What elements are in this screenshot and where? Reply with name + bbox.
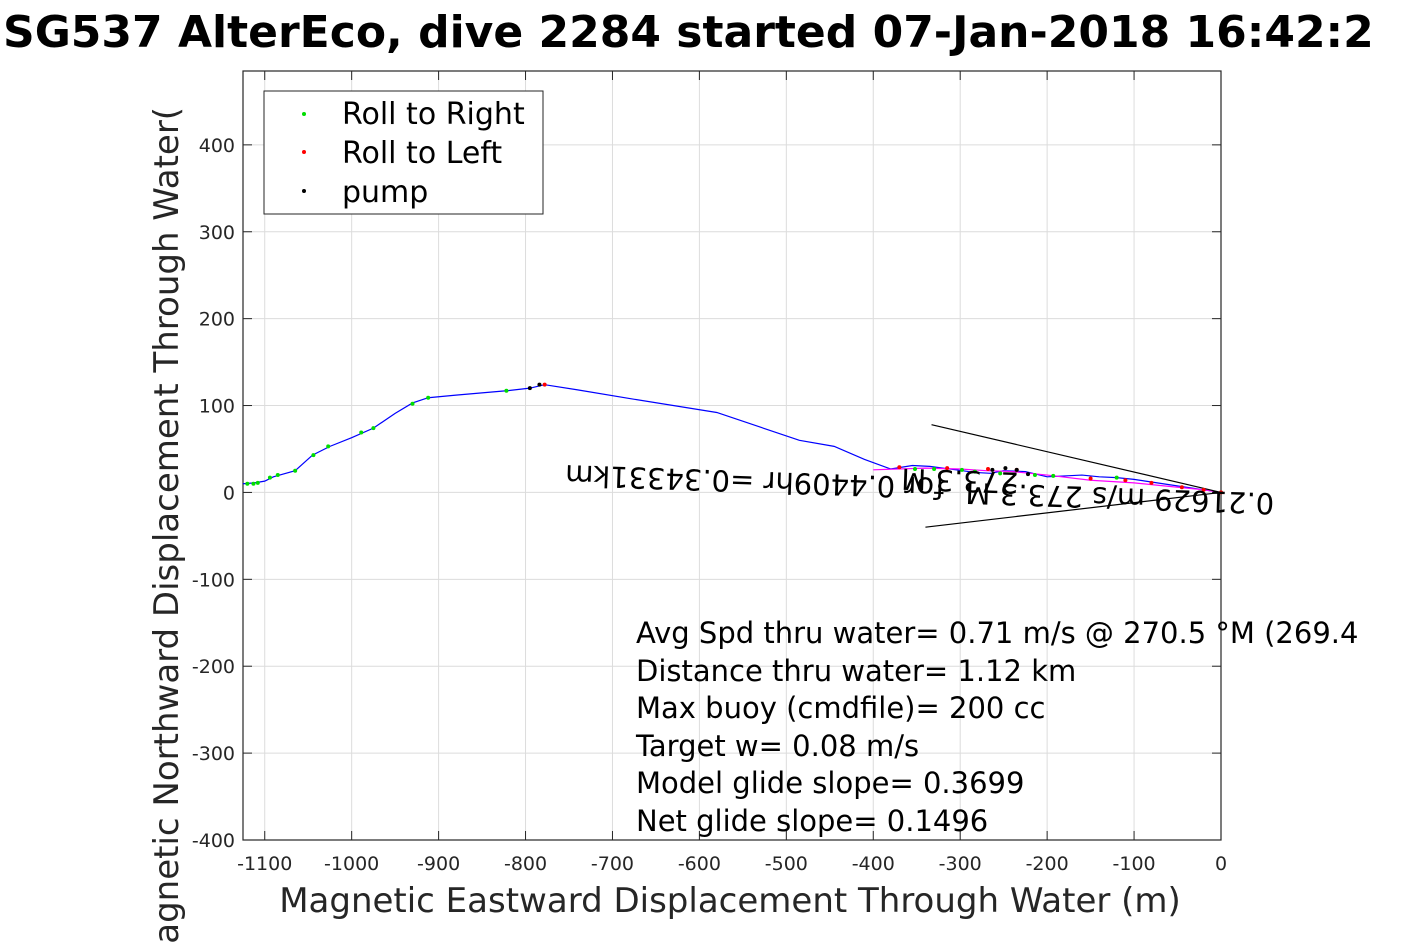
data-point [245,481,250,486]
y-axis-ticks: -400 -300 -200 -100 0 100 200 300 400 [192,135,1221,852]
stat-target-w: Target w= 0.08 m/s [635,729,919,763]
x-tick-label: -400 [852,853,895,875]
chart-title: SG537 AlterEco, dive 2284 started 07-Jan… [3,7,1374,58]
series-line [242,384,1222,494]
y-tick-label: -200 [192,656,235,678]
legend-label-roll-left: Roll to Left [342,136,502,171]
data-point [1026,472,1031,477]
data-point [959,467,964,472]
data-point [1014,467,1019,472]
data-point [371,426,376,431]
data-point [986,466,991,471]
data-point [527,386,532,391]
x-tick-label: -700 [591,853,634,875]
data-point [945,466,950,471]
data-point [1123,478,1128,483]
y-tick-label: -100 [192,569,235,591]
stat-max-buoy: Max buoy (cmdfile)= 200 cc [636,691,1045,725]
current-arrow-line [925,491,1222,528]
plot-frame [242,70,1222,841]
y-axis-label: Magnetic Northward Displacement Through … [147,107,187,945]
data-point [267,475,272,480]
x-tick-label: -300 [939,853,982,875]
data-point [504,388,509,393]
y-tick-label: -400 [192,830,235,852]
data-point [1003,466,1008,471]
legend-marker-roll-left [302,150,306,154]
y-tick-label: 0 [223,482,235,504]
stats-block: Avg Spd thru water= 0.71 m/s @ 270.5 °M … [635,616,1358,838]
stat-net-glide: Net glide slope= 0.1496 [636,804,988,838]
data-point [1032,473,1037,478]
data-point [1088,476,1093,481]
flipped-annotation: 273.3 M [901,462,1019,500]
data-point [998,471,1003,476]
x-tick-label: -800 [504,853,547,875]
x-tick-label: -1100 [237,853,292,875]
y-tick-label: 200 [199,309,235,331]
data-point [990,467,995,472]
legend-marker-roll-right [302,112,306,116]
stat-model-glide: Model glide slope= 0.3699 [636,766,1024,800]
current-arrow-line [931,424,1222,494]
data-point [1149,480,1154,485]
y-tick-label: 300 [199,222,235,244]
current-arrows [925,424,1222,528]
data-point [251,481,256,486]
x-tick-label: -500 [765,853,808,875]
legend-label-pump: pump [342,175,428,210]
data-point [1051,473,1056,478]
data-point [293,468,298,473]
data-point [1179,485,1184,490]
y-tick-label: 400 [199,135,235,157]
legend-label-roll-right: Roll to Right [342,97,525,132]
data-point [311,453,316,458]
data-point [537,382,542,387]
legend: Roll to Right Roll to Left pump [263,90,544,215]
data-point [326,444,331,449]
data-point [542,382,547,387]
data-point [972,469,977,474]
legend-box [263,90,544,215]
x-axis-ticks: -1100 -1000 -900 -800 -700 -600 -500 -400 -300 -2… [237,71,1227,875]
data-point [1114,475,1119,480]
data-point [1201,487,1206,492]
data-point [426,395,431,400]
data-point [932,466,937,471]
x-tick-label: -100 [1113,853,1156,875]
x-tick-label: 0 [1215,853,1227,875]
data-point [1219,490,1223,495]
y-tick-label: 100 [199,396,235,418]
legend-marker-pump [302,189,306,193]
y-tick-label: -300 [192,743,235,765]
data-point [912,466,917,471]
stat-distance: Distance thru water= 1.12 km [636,654,1076,688]
x-tick-label: -600 [678,853,721,875]
x-tick-label: -900 [417,853,460,875]
flipped-annotation: for 0.4409hr =0.34331km [565,458,945,505]
data-point [410,401,415,406]
x-tick-label: -1000 [324,853,379,875]
data-point [359,430,364,435]
x-tick-label: -200 [1026,853,1069,875]
data-point [275,473,280,478]
data-point [255,480,260,485]
track-markers [245,382,1223,495]
x-axis-label: Magnetic Eastward Displacement Through W… [279,881,1181,921]
stat-avg-speed: Avg Spd thru water= 0.71 m/s @ 270.5 °M … [636,616,1358,650]
data-point [897,465,902,470]
